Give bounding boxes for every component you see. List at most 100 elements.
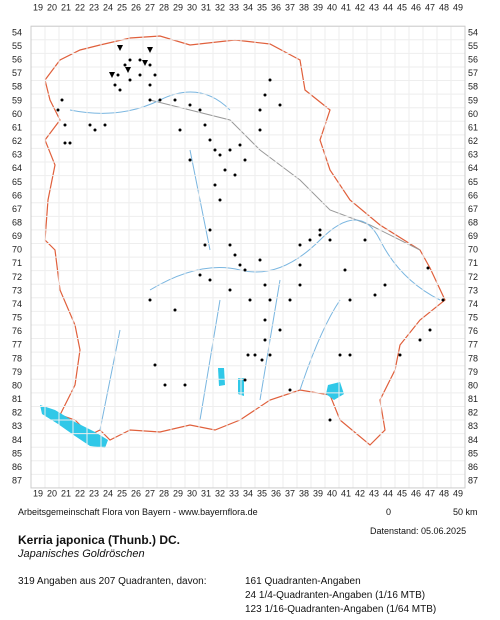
y-label: 77: [12, 340, 22, 350]
y-label: 68: [468, 217, 478, 227]
y-label: 64: [468, 163, 478, 173]
y-label: 59: [12, 95, 22, 105]
occurrence-dot: [60, 98, 64, 102]
x-label: 46: [411, 488, 421, 498]
occurrence-dot: [268, 78, 272, 82]
y-label: 55: [12, 41, 22, 51]
y-label: 63: [12, 150, 22, 160]
x-label: 34: [243, 488, 253, 498]
scale-end: 50 km: [453, 507, 478, 517]
y-label: 66: [12, 190, 22, 200]
x-label: 36: [271, 2, 281, 12]
occurrence-dot: [328, 238, 332, 242]
occurrence-dot: [68, 141, 72, 145]
y-label: 72: [12, 272, 22, 282]
y-label: 71: [12, 258, 22, 268]
occurrence-triangle: [147, 47, 153, 53]
occurrence-dot: [328, 418, 332, 422]
occurrence-dot: [228, 243, 232, 247]
y-label: 57: [12, 68, 22, 78]
x-label: 23: [89, 2, 99, 12]
occurrence-dot: [343, 268, 347, 272]
occurrence-dot: [288, 298, 292, 302]
occurrence-dot: [263, 93, 267, 97]
district-border: [149, 99, 421, 251]
occurrence-dot: [198, 273, 202, 277]
occurrence-dot: [223, 168, 227, 172]
occurrence-dot: [88, 123, 92, 127]
occurrence-dot: [158, 98, 162, 102]
y-label: 86: [468, 462, 478, 472]
y-label: 65: [468, 177, 478, 187]
x-label: 28: [159, 488, 169, 498]
occurrence-dot: [128, 58, 132, 62]
occurrence-dot: [203, 243, 207, 247]
y-label: 65: [12, 177, 22, 187]
x-label: 29: [173, 2, 183, 12]
x-label: 20: [47, 2, 57, 12]
occurrence-dot: [228, 148, 232, 152]
x-label: 49: [453, 488, 463, 498]
y-label: 59: [468, 95, 478, 105]
count-line: 123 1/16-Quadranten-Angaben (1/64 MTB): [245, 604, 437, 615]
x-label: 40: [327, 488, 337, 498]
y-label: 67: [12, 204, 22, 214]
x-label: 26: [131, 488, 141, 498]
x-label: 46: [411, 2, 421, 12]
x-label: 37: [285, 2, 295, 12]
summary: 319 Angaben aus 207 Quadranten, davon:: [18, 576, 207, 587]
occurrence-dot: [243, 268, 247, 272]
x-label: 38: [299, 488, 309, 498]
occurrence-dot: [298, 263, 302, 267]
y-label: 82: [468, 408, 478, 418]
y-label: 81: [468, 394, 478, 404]
x-label: 21: [61, 2, 71, 12]
y-label: 56: [12, 55, 22, 65]
y-label: 54: [12, 27, 22, 37]
lake: [218, 368, 225, 386]
occurrence-dot: [233, 253, 237, 257]
y-label: 80: [468, 380, 478, 390]
y-label: 87: [468, 476, 478, 486]
occurrence-dot: [188, 103, 192, 107]
x-label: 43: [369, 488, 379, 498]
y-label: 85: [12, 448, 22, 458]
occurrence-dot: [248, 298, 252, 302]
occurrence-triangle: [117, 45, 123, 51]
x-label: 32: [215, 2, 225, 12]
occurrence-dot: [218, 198, 222, 202]
occurrence-triangle: [125, 67, 131, 73]
map: 19 19 20 20 21 21 22 22 23 23 24 24 25 25 26 26 27 27 28 28…: [12, 2, 478, 498]
y-label: 84: [468, 435, 478, 445]
occurrence-dot: [258, 108, 262, 112]
x-label: 20: [47, 488, 57, 498]
y-label: 75: [12, 313, 22, 323]
occurrence-dot: [278, 328, 282, 332]
occurrence-dot: [363, 238, 367, 242]
occurrence-dot: [213, 183, 217, 187]
occurrence-dot: [263, 283, 267, 287]
y-label: 70: [12, 245, 22, 255]
y-label: 71: [468, 258, 478, 268]
y-label: 74: [468, 299, 478, 309]
y-label: 79: [468, 367, 478, 377]
occurrence-dot: [148, 298, 152, 302]
x-label: 37: [285, 488, 295, 498]
occurrence-dot: [208, 228, 212, 232]
y-label: 87: [12, 476, 22, 486]
occurrence-dot: [178, 128, 182, 132]
x-label: 30: [187, 488, 197, 498]
occurrence-dot: [116, 73, 120, 77]
occurrence-dot: [398, 353, 402, 357]
occurrence-dot: [298, 283, 302, 287]
occurrence-dot: [268, 353, 272, 357]
occurrence-dot: [338, 353, 342, 357]
occurrence-dot: [228, 288, 232, 292]
x-label: 35: [257, 2, 267, 12]
occurrence-dot: [213, 148, 217, 152]
x-label: 24: [103, 488, 113, 498]
grid-frame: [30, 25, 466, 489]
occurrence-dot: [118, 88, 122, 92]
occurrence-dot: [268, 298, 272, 302]
